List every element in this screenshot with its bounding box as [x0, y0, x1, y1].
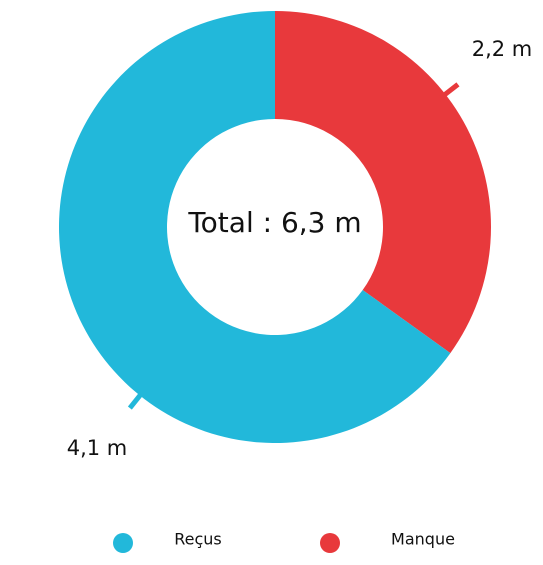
legend-marker — [113, 533, 133, 553]
leader-line — [435, 82, 460, 103]
value-label: 4,1 m — [67, 436, 128, 460]
donut-slice — [275, 11, 491, 354]
legend-label: Manque — [391, 530, 455, 549]
legend-label: Reçus — [174, 530, 222, 549]
donut-slice — [58, 11, 451, 443]
leader-line — [127, 385, 149, 410]
value-label: 2,2 m — [472, 37, 533, 61]
legend-marker — [320, 533, 340, 553]
center-label: Total : 6,3 m — [187, 206, 361, 239]
